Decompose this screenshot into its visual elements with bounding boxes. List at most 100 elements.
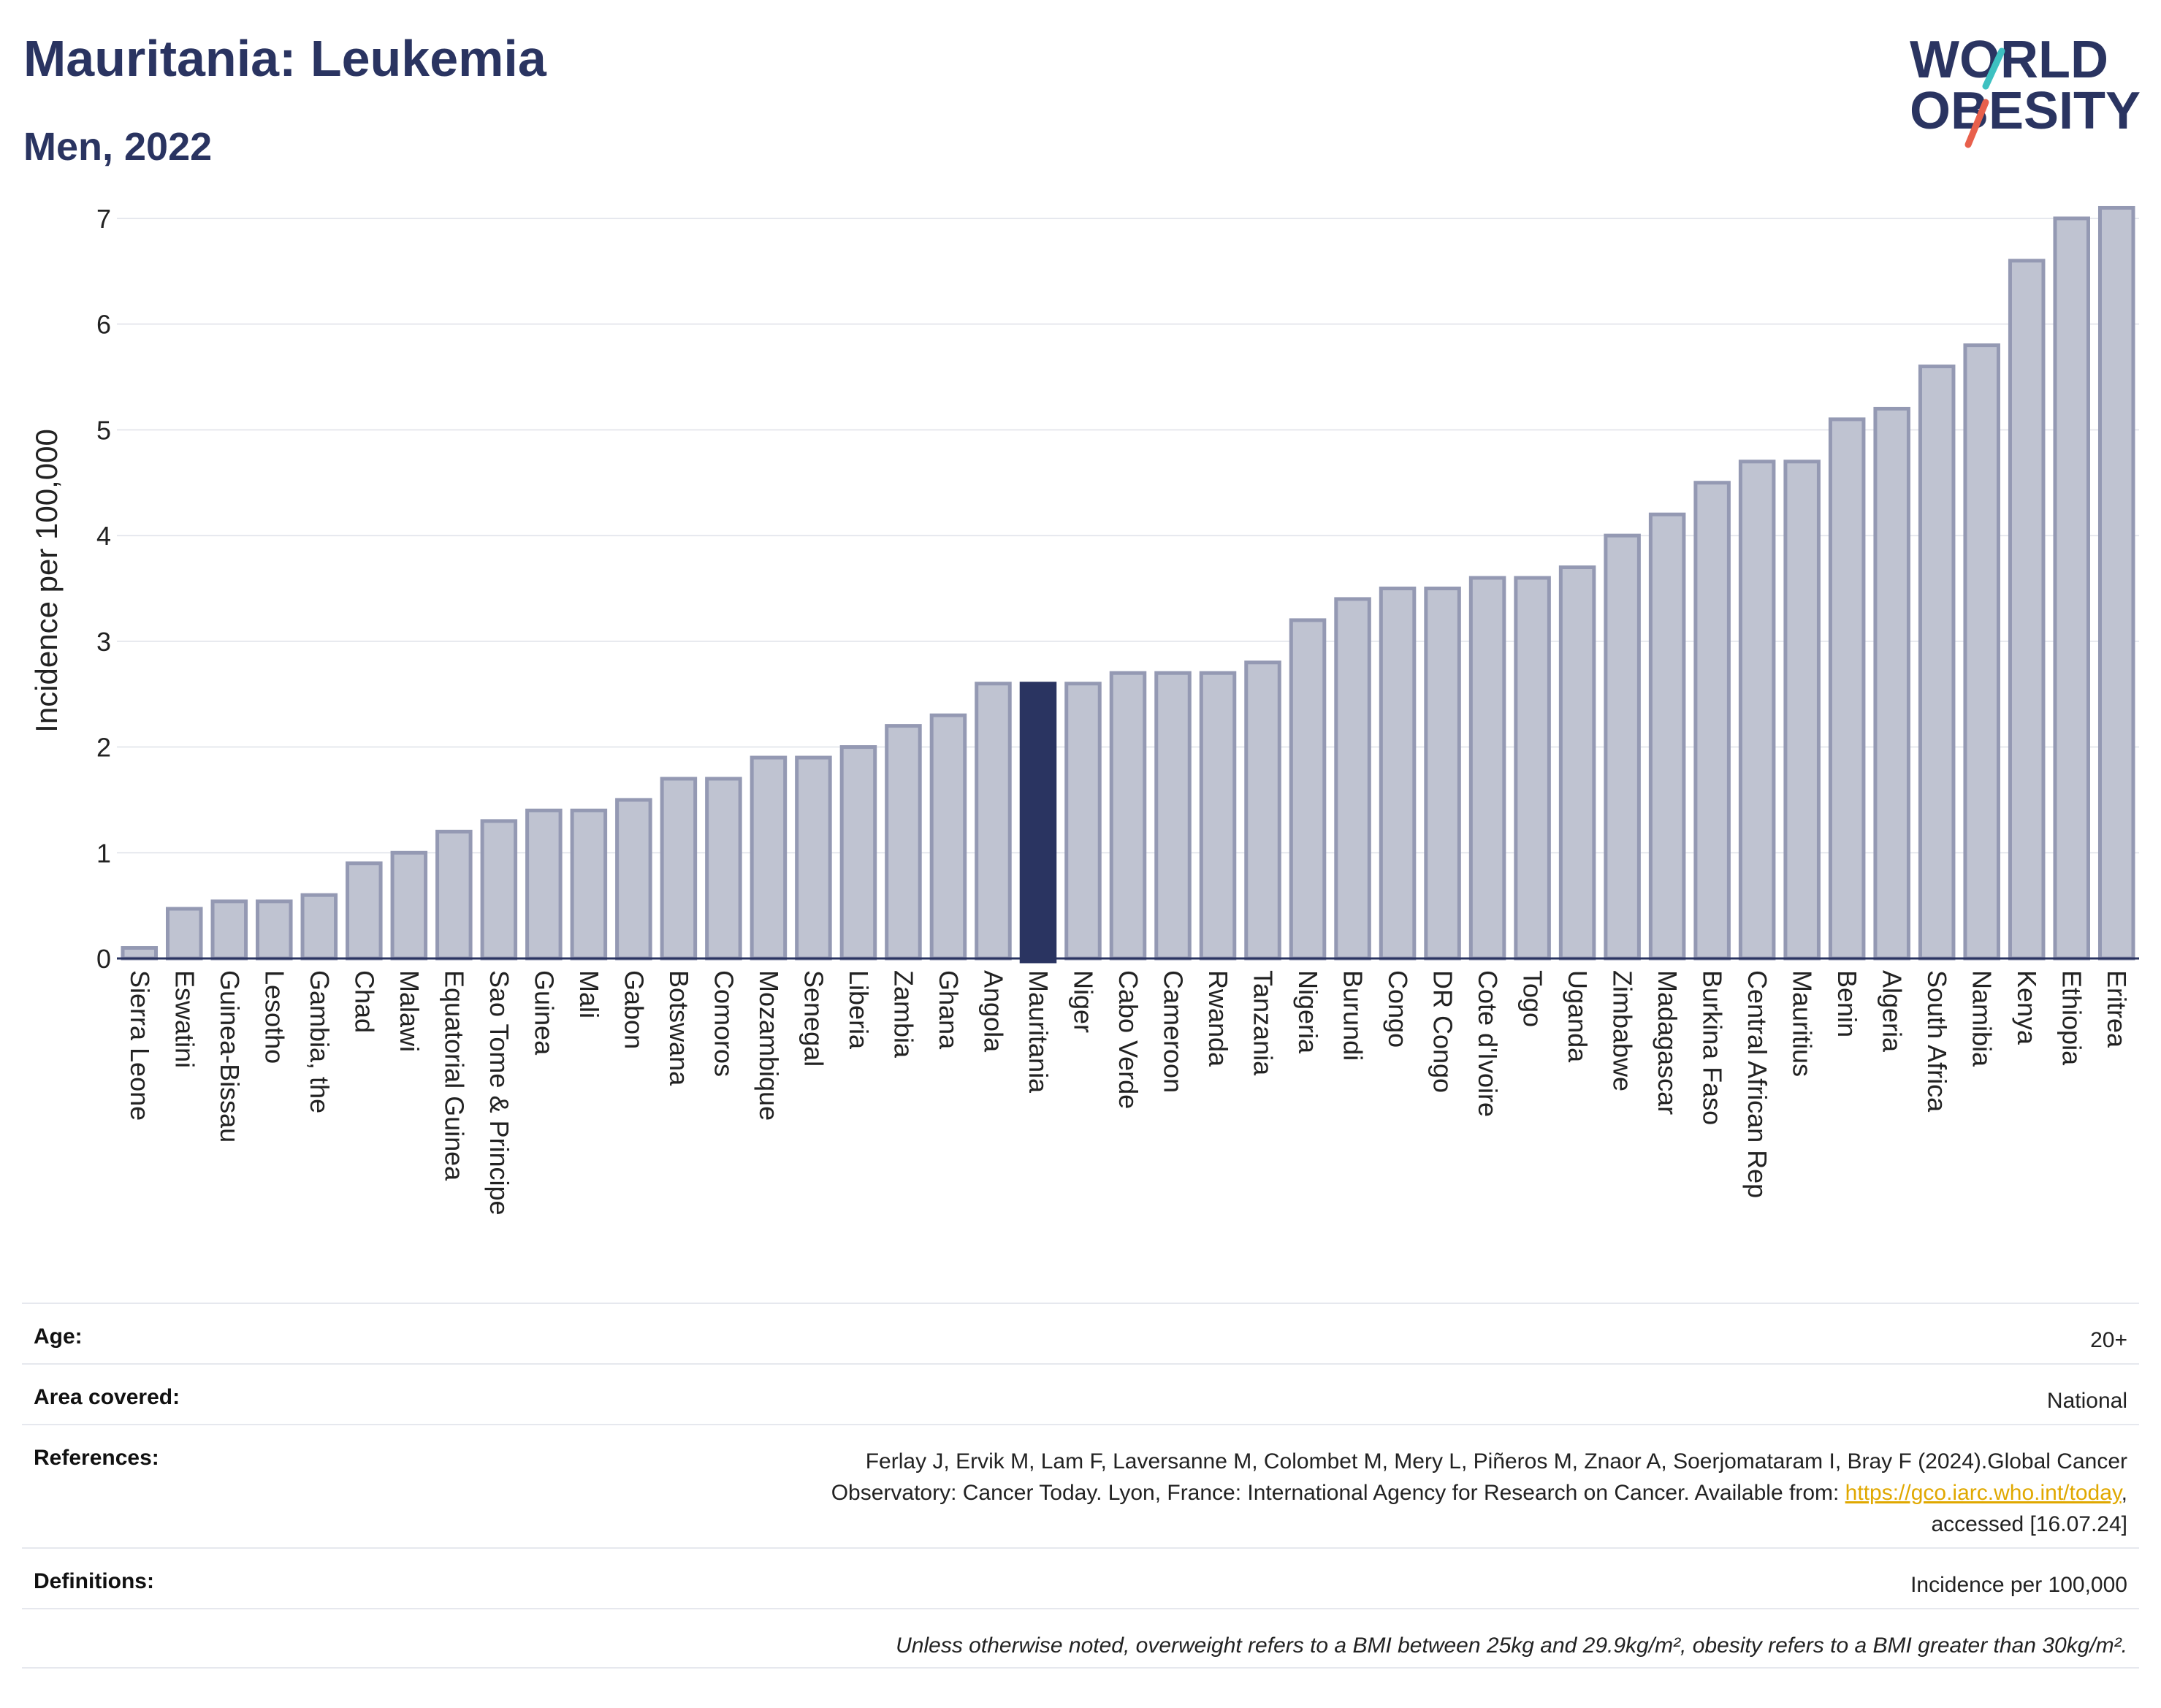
bar-togo: [1514, 576, 1551, 961]
x-tick-label: Liberia: [844, 970, 874, 1050]
bar-angola: [975, 682, 1012, 961]
x-tick-label: Zimbabwe: [1608, 970, 1638, 1091]
x-tick-label: Central African Rep: [1742, 970, 1772, 1198]
world-obesity-logo: WORLD OBESITY: [1910, 31, 2141, 148]
x-tick-label: Ethiopia: [2057, 970, 2087, 1066]
info-row-area: Area covered: National: [22, 1363, 2139, 1424]
y-tick-label: 6: [96, 310, 111, 340]
x-tick-label: Eritrea: [2102, 970, 2132, 1048]
x-tick-label: Cabo Verde: [1113, 970, 1143, 1109]
x-tick-label: Botswana: [664, 970, 694, 1086]
x-tick-label: Lesotho: [259, 970, 289, 1064]
bar-liberia: [839, 745, 877, 961]
chart-subtitle: Men, 2022: [23, 125, 213, 169]
references-value: Ferlay J, Ervik M, Lam F, Laversanne M, …: [831, 1425, 2127, 1540]
bar-mali: [570, 808, 608, 961]
x-tick-label: Comoros: [709, 970, 739, 1077]
x-tick-label: Kenya: [2012, 970, 2042, 1045]
bar-south-africa: [1918, 365, 1956, 961]
chart-title: Mauritania: Leukemia: [23, 30, 546, 87]
x-tick-label: South Africa: [1922, 970, 1952, 1113]
definitions-label: Definitions:: [34, 1569, 154, 1593]
bar-zambia: [885, 724, 922, 961]
bar-cameroon: [1154, 671, 1192, 961]
bar-kenya: [2008, 259, 2046, 961]
bar-ghana: [929, 713, 967, 961]
x-tick-label: Equatorial Guinea: [439, 970, 469, 1181]
x-tick-label: Zambia: [888, 970, 918, 1059]
x-tick-label: Guinea: [529, 970, 559, 1056]
bar-uganda: [1558, 565, 1596, 961]
bar-sierra-leone: [121, 946, 159, 961]
bar-congo: [1379, 586, 1417, 961]
bar-gambia-the: [300, 893, 338, 961]
x-tick-label: Senegal: [799, 970, 828, 1067]
references-label: References:: [34, 1446, 159, 1470]
bar-guinea-bissau: [210, 899, 248, 961]
y-tick-label: 1: [96, 838, 111, 868]
area-label: Area covered:: [34, 1385, 180, 1409]
bar-mauritania: [1019, 682, 1057, 964]
x-tick-label: Chad: [349, 970, 379, 1033]
y-axis-label: Incidence per 100,000: [29, 429, 64, 733]
x-axis-tick-labels: Sierra Leone Eswatini Guinea-Bissau Lesotho…: [125, 970, 2132, 1216]
bar-comoros: [705, 777, 742, 961]
bar-sao-tome-principe: [480, 819, 518, 961]
x-tick-label: Gabon: [619, 970, 649, 1049]
info-row-age: Age: 20+: [22, 1303, 2139, 1363]
bar-burundi: [1334, 597, 1371, 961]
x-tick-label: Namibia: [1967, 970, 1997, 1067]
references-line2: Observatory: Cancer Today. Lyon, France:…: [831, 1481, 1845, 1505]
bar-nigeria: [1289, 618, 1327, 961]
x-tick-label: DR Congo: [1428, 970, 1458, 1093]
y-tick-label: 0: [96, 944, 111, 974]
info-row-definitions: Definitions: Incidence per 100,000: [22, 1547, 2139, 1608]
bars: [121, 205, 2135, 964]
info-row-references: References: Ferlay J, Ervik M, Lam F, La…: [22, 1424, 2139, 1547]
x-tick-label: Algeria: [1878, 970, 1907, 1053]
x-tick-label: Burundi: [1338, 970, 1368, 1061]
x-tick-label: Burkina Faso: [1698, 970, 1728, 1125]
x-tick-label: Nigeria: [1293, 970, 1323, 1054]
x-tick-label: Mali: [574, 970, 604, 1018]
x-tick-label: Gambia, the: [305, 970, 335, 1113]
x-tick-label: Congo: [1383, 970, 1413, 1048]
x-tick-label: Sierra Leone: [125, 970, 155, 1121]
bar-botswana: [660, 777, 698, 961]
references-link[interactable]: https://gco.iarc.who.int/today: [1845, 1481, 2122, 1505]
bar-namibia: [1963, 343, 2000, 961]
references-line3: accessed [16.07.24]: [1931, 1512, 2127, 1536]
x-tick-label: Mauritania: [1024, 970, 1053, 1094]
bar-niger: [1064, 682, 1102, 961]
bar-central-african-rep: [1738, 460, 1776, 961]
bar-tanzania: [1244, 660, 1281, 961]
bar-malawi: [390, 850, 428, 961]
bar-zimbabwe: [1604, 533, 1641, 961]
bar-guinea: [525, 808, 563, 961]
x-tick-label: Madagascar: [1653, 970, 1682, 1115]
x-tick-label: Benin: [1832, 970, 1862, 1037]
age-label: Age:: [34, 1324, 83, 1349]
logo-line2: OBESITY: [1910, 82, 2141, 140]
bar-equatorial-guinea: [435, 829, 473, 961]
logo-line1: WORLD: [1910, 31, 2108, 89]
info-row-note: Unless otherwise noted, overweight refer…: [22, 1608, 2139, 1669]
bar-burkina-faso: [1693, 481, 1731, 961]
references-line1: Ferlay J, Ervik M, Lam F, Laversanne M, …: [865, 1449, 2127, 1473]
y-tick-label: 4: [96, 521, 111, 551]
bar-ethiopia: [2053, 216, 2090, 961]
y-tick-label: 7: [96, 204, 111, 234]
bar-lesotho: [256, 899, 293, 961]
x-tick-label: Mozambique: [754, 970, 784, 1121]
bar-rwanda: [1199, 671, 1237, 961]
bar-cabo-verde: [1109, 671, 1147, 961]
y-tick-label: 5: [96, 415, 111, 445]
x-tick-label: Malawi: [395, 970, 424, 1052]
x-tick-label: Angola: [978, 970, 1008, 1053]
y-axis-ticks: 0 1 2 3 4 5 6 7: [96, 204, 111, 974]
bar-madagascar: [1648, 512, 1686, 961]
x-tick-label: Uganda: [1563, 970, 1593, 1063]
bar-eritrea: [2097, 205, 2135, 961]
x-tick-label: Ghana: [934, 970, 964, 1050]
x-tick-label: Sao Tome & Principe: [484, 970, 514, 1216]
